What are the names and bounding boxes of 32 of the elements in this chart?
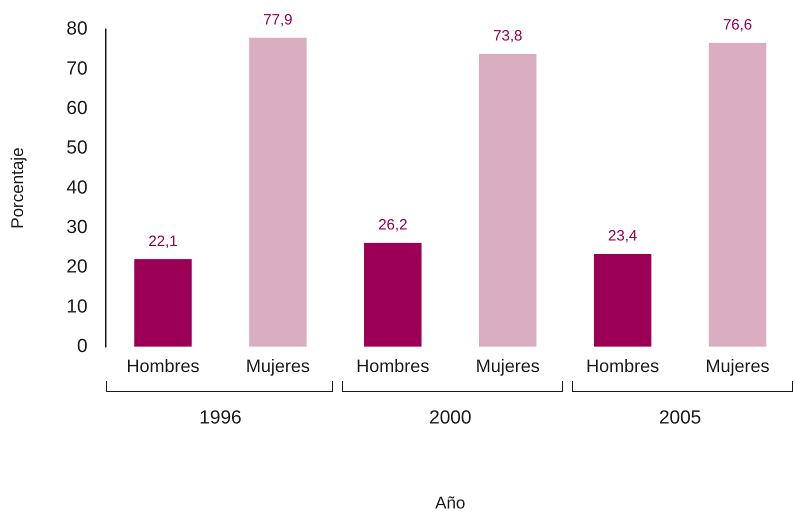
bar xyxy=(249,38,307,347)
data-label: 23,4 xyxy=(608,228,638,245)
y-axis-title: Porcentaje xyxy=(8,147,27,229)
series-label: Hombres xyxy=(356,356,430,376)
data-label: 77,9 xyxy=(263,11,292,28)
y-tick-label: 0 xyxy=(76,336,88,358)
y-tick-label: 70 xyxy=(66,58,88,80)
y-tick-label: 30 xyxy=(66,217,88,238)
bar xyxy=(364,242,422,347)
data-label: 26,2 xyxy=(378,216,408,234)
y-tick-label: 60 xyxy=(66,98,88,119)
x-tick-label: 2000 xyxy=(429,407,472,428)
data-label: 22,1 xyxy=(148,232,178,250)
text: Mujeres xyxy=(706,356,770,376)
text: Hombres xyxy=(126,356,200,376)
bar xyxy=(708,42,766,347)
bar xyxy=(594,254,652,347)
y-tick-label: 40 xyxy=(66,177,88,198)
x-tick-label: 2005 xyxy=(658,407,702,428)
data-label: 76,6 xyxy=(722,16,752,34)
y-tick-label: 20 xyxy=(66,256,88,278)
x-axis-title: Año xyxy=(435,493,466,512)
y-tick-label: 80 xyxy=(66,18,88,40)
bar xyxy=(134,259,192,347)
text: Hombres xyxy=(586,356,660,376)
data-label: 73,8 xyxy=(493,28,522,45)
y-tick-label: 50 xyxy=(66,138,88,159)
y-tick-label: 10 xyxy=(66,296,88,318)
text: Mujeres xyxy=(476,356,540,376)
x-tick-label: 1996 xyxy=(199,407,242,428)
bar xyxy=(478,54,536,347)
series-label: Mujeres xyxy=(246,356,310,376)
